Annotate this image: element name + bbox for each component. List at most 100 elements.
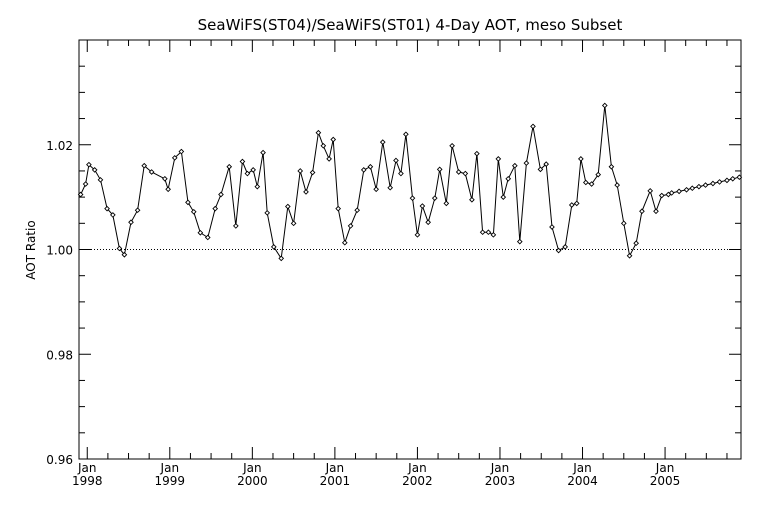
data-point — [689, 185, 696, 192]
data-point — [683, 186, 690, 193]
data-point — [148, 169, 155, 175]
data-point — [549, 224, 555, 230]
data-point — [284, 203, 291, 210]
data-point — [639, 208, 645, 215]
data-point — [171, 155, 178, 161]
data-point — [226, 163, 233, 170]
data-point — [724, 177, 730, 184]
y-tick-label: 0.96 — [46, 453, 73, 467]
data-point — [403, 131, 409, 138]
data-point — [462, 170, 469, 177]
data-point — [530, 123, 536, 130]
data-point — [270, 244, 277, 250]
data-point — [578, 156, 584, 162]
x-tick-label-year: 2002 — [402, 474, 433, 488]
data-point — [165, 186, 171, 193]
data-point — [218, 191, 224, 198]
x-tick-label-month: Jan — [325, 461, 345, 475]
data-point — [729, 175, 736, 182]
data-point — [297, 168, 304, 174]
data-point — [367, 163, 374, 170]
data-point — [702, 182, 709, 188]
data-point — [736, 174, 743, 181]
data-point — [104, 205, 110, 212]
data-point — [620, 220, 627, 227]
data-point — [373, 186, 379, 193]
data-point — [516, 238, 523, 245]
chart-title: SeaWiFS(ST04)/SeaWiFS(ST01) 4-Day AOT, m… — [198, 16, 623, 34]
x-tick-label-month: Jan — [572, 461, 592, 475]
y-axis-label: AOT Ratio — [24, 220, 38, 279]
x-tick-label-year: 2005 — [650, 474, 681, 488]
data-point — [326, 156, 332, 162]
y-tick-label: 1.00 — [46, 244, 73, 258]
data-point — [309, 169, 316, 176]
data-point — [86, 161, 92, 168]
data-point — [116, 245, 123, 252]
data-point — [555, 247, 562, 254]
data-point — [601, 102, 608, 109]
data-point — [479, 229, 486, 236]
x-tick-label-year: 2001 — [320, 474, 351, 488]
data-point — [360, 167, 367, 173]
data-point — [379, 139, 386, 145]
data-point — [436, 166, 443, 173]
data-point — [121, 251, 128, 258]
data-point — [162, 175, 168, 182]
data-point — [393, 157, 399, 164]
data-point — [354, 207, 361, 214]
data-point — [614, 182, 621, 188]
data-point — [710, 180, 716, 187]
x-tick-label-month: Jan — [242, 461, 262, 475]
data-point — [254, 183, 261, 190]
data-point — [212, 205, 219, 212]
data-point — [490, 231, 497, 238]
data-point — [303, 189, 309, 195]
data-point — [264, 210, 271, 216]
data-point — [582, 179, 589, 186]
data-point — [608, 163, 615, 170]
data-point — [716, 179, 723, 185]
data-point — [197, 229, 204, 236]
x-tick-label-year: 2003 — [485, 474, 516, 488]
x-tick-label-month: Jan — [160, 461, 180, 475]
data-point — [633, 240, 640, 247]
data-point — [341, 239, 348, 246]
data-point — [185, 199, 191, 206]
x-tick-label-month: Jan — [407, 461, 427, 475]
x-tick-label-month: Jan — [655, 461, 675, 475]
data-point — [335, 205, 342, 212]
data-point — [511, 162, 518, 169]
x-tick-label-year: 1998 — [72, 474, 103, 488]
data-point — [495, 156, 502, 162]
data-point — [409, 195, 416, 202]
data-point — [128, 219, 134, 226]
x-tick-label-month: Jan — [77, 461, 97, 475]
data-point — [658, 192, 665, 199]
data-point — [97, 177, 104, 183]
data-point — [485, 229, 492, 236]
data-point — [178, 148, 185, 155]
data-point — [141, 162, 148, 169]
data-point — [134, 207, 141, 214]
data-point — [588, 181, 595, 187]
data-point — [500, 194, 507, 200]
data-point — [668, 190, 675, 196]
x-tick-label-year: 2004 — [567, 474, 598, 488]
data-point — [91, 167, 98, 173]
x-tick-label-year: 1999 — [155, 474, 186, 488]
data-point — [562, 244, 569, 250]
data-point — [653, 208, 659, 215]
data-point — [543, 161, 550, 167]
data-point — [290, 220, 297, 227]
data-point — [537, 166, 544, 173]
data-point — [595, 171, 602, 178]
data-point — [568, 202, 575, 208]
data-point — [330, 136, 337, 143]
series-markers — [77, 102, 743, 262]
data-point — [260, 149, 266, 156]
data-point — [505, 175, 512, 182]
data-point — [425, 219, 431, 226]
y-axis-ticks: 0.96 0.98 1.00 1.02 — [46, 39, 741, 467]
